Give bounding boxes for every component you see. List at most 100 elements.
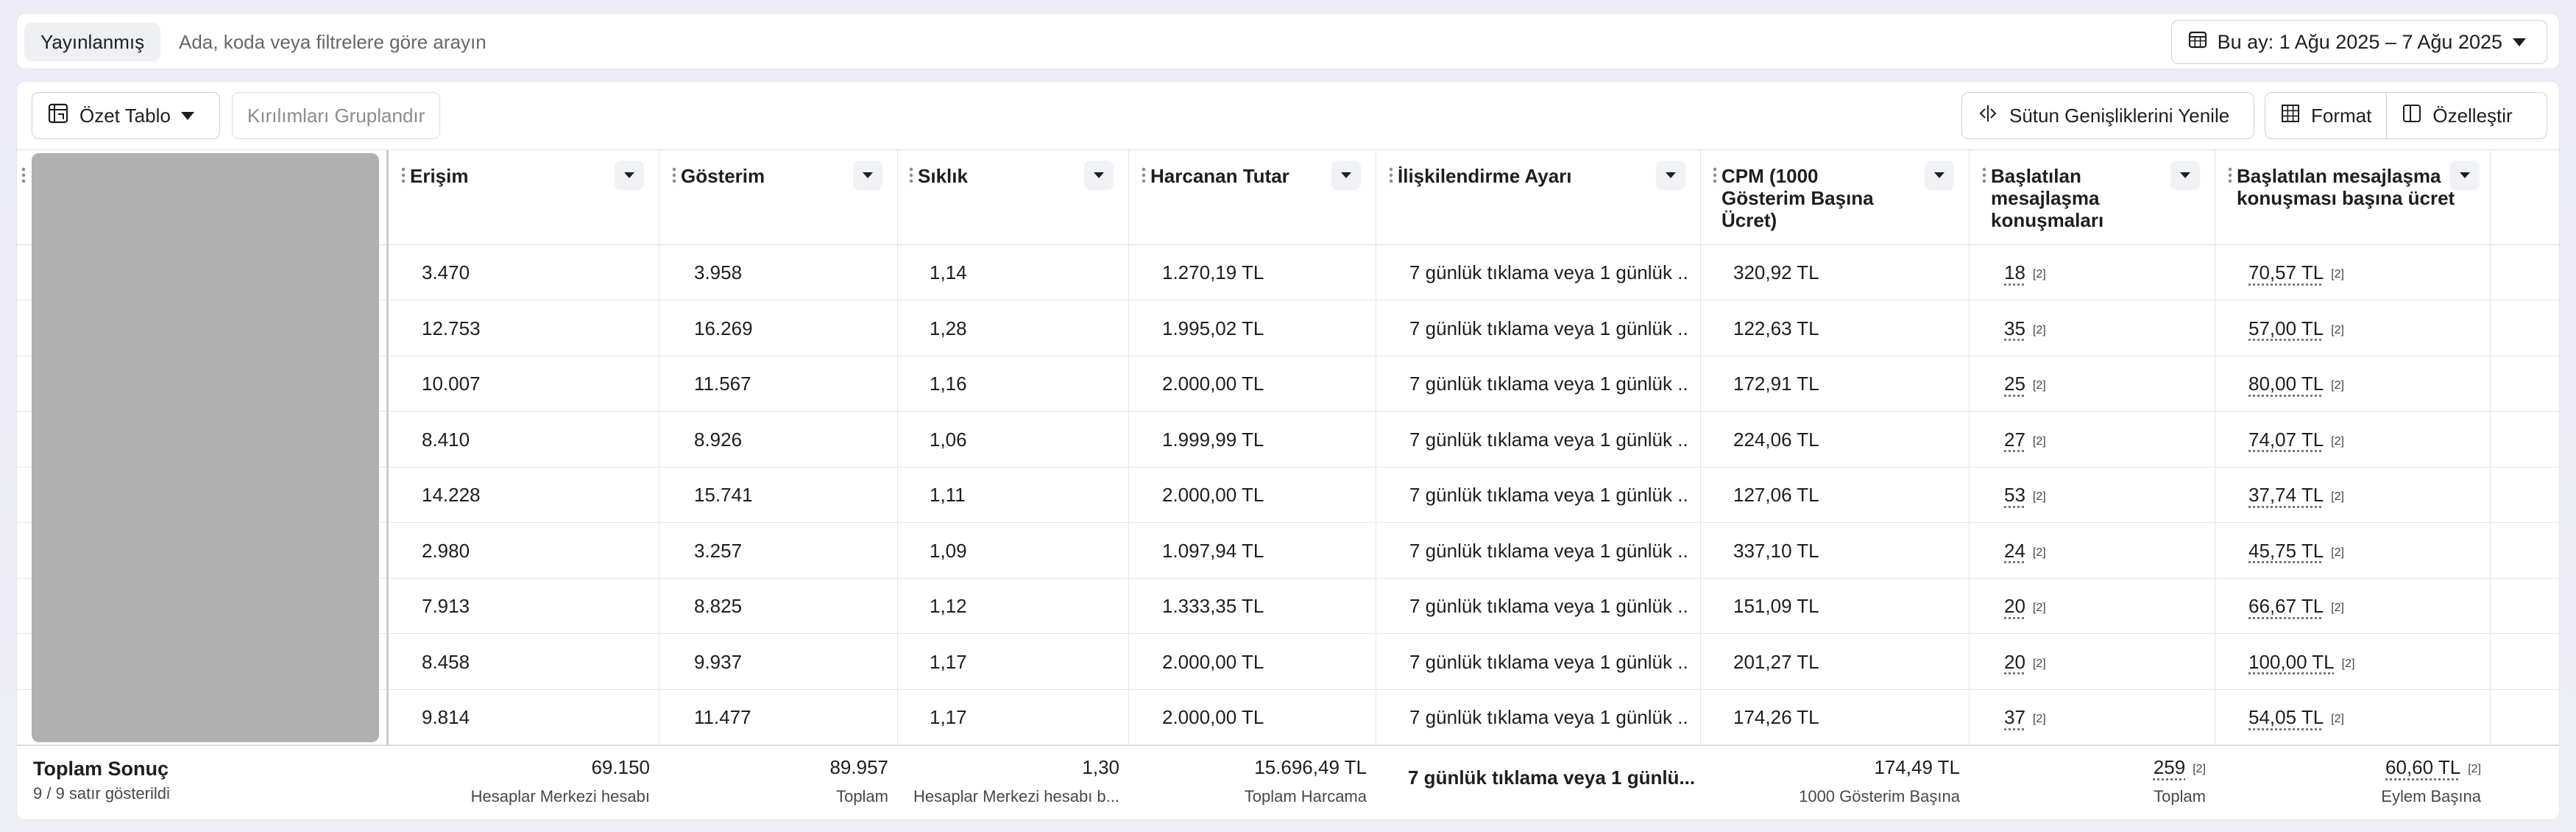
cell-conversations[interactable]: 53 [2] bbox=[2004, 484, 2046, 506]
cell-spend: 2.000,00 TL bbox=[1162, 373, 1264, 395]
caret-down-icon[interactable] bbox=[2170, 161, 2200, 190]
cell-conversations[interactable]: 20 [2] bbox=[2004, 595, 2046, 617]
table-row[interactable]: 9.814 11.477 1,17 2.000,00 TL 7 günlük tıkla… bbox=[17, 690, 2559, 745]
calendar-icon bbox=[2188, 30, 2207, 54]
cell-frequency: 1,28 bbox=[930, 317, 967, 339]
header-frequency[interactable]: Sıklık bbox=[909, 150, 1128, 244]
cell-conversations[interactable]: 35 [2] bbox=[2004, 317, 2046, 339]
total-subtitle: 1000 Gösterim Başına bbox=[1799, 787, 1960, 805]
total-results-row: Toplam Sonuç 9 / 9 satır gösterildi 69.1… bbox=[17, 745, 2559, 819]
header-attribution-setting[interactable]: İlişkilendirme Ayarı bbox=[1389, 150, 1700, 244]
panel-layout-icon bbox=[2402, 103, 2422, 129]
reset-column-widths-button[interactable]: Sütun Genişliklerini Yenile bbox=[1961, 92, 2254, 139]
column-drag-handle[interactable] bbox=[1389, 166, 1393, 186]
cell-conversations[interactable]: 37 [2] bbox=[2004, 706, 2046, 728]
grid-format-icon bbox=[2280, 103, 2301, 129]
cell-reach: 7.913 bbox=[422, 595, 470, 617]
group-breakdowns-button[interactable]: Kırılımları Gruplandır bbox=[232, 92, 441, 139]
column-drag-handle[interactable] bbox=[672, 166, 676, 186]
cell-cost-per-conversation[interactable]: 100,00 TL [2] bbox=[2248, 650, 2355, 673]
cell-conversations[interactable]: 24 [2] bbox=[2004, 539, 2046, 562]
cell-cost-per-conversation[interactable]: 74,07 TL [2] bbox=[2248, 428, 2344, 451]
cell-spend: 1.995,02 TL bbox=[1162, 317, 1264, 339]
header-cost-per-conversation[interactable]: Başlatılan mesajlaşma konuşması başına ü… bbox=[2228, 150, 2480, 244]
total-subtitle: Toplam bbox=[836, 787, 888, 805]
total-attribution-cell: 7 günlük tıklama veya 1 günlü... bbox=[1376, 746, 1700, 819]
caret-down-icon[interactable] bbox=[615, 161, 644, 190]
total-subtitle: Toplam bbox=[2154, 787, 2206, 805]
total-value: 69.150 bbox=[591, 756, 650, 778]
cell-cost-per-conversation[interactable]: 66,67 TL [2] bbox=[2248, 595, 2344, 617]
cell-frequency: 1,17 bbox=[930, 706, 967, 728]
cell-attribution: 7 günlük tıklama veya 1 günlük ... bbox=[1409, 539, 1689, 562]
caret-down-icon[interactable] bbox=[1925, 161, 1954, 190]
cell-frequency: 1,17 bbox=[930, 650, 967, 673]
header-impressions[interactable]: Gösterim bbox=[672, 150, 897, 244]
cell-attribution: 7 günlük tıklama veya 1 günlük ... bbox=[1409, 484, 1689, 506]
customize-button[interactable]: Özelleştir bbox=[2386, 93, 2527, 138]
summary-table-dropdown[interactable]: Özet Tablo bbox=[32, 92, 220, 139]
header-cpm[interactable]: CPM (1000 Gösterim Başına Ücret) bbox=[1713, 150, 1969, 244]
format-button[interactable]: Format bbox=[2265, 93, 2386, 138]
cell-impressions: 16.269 bbox=[694, 317, 753, 339]
cell-impressions: 11.477 bbox=[694, 706, 751, 728]
total-spend-cell: 15.696,49 TL Toplam Harcama bbox=[1128, 746, 1376, 819]
caret-down-icon[interactable] bbox=[1084, 161, 1114, 190]
caret-down-icon[interactable] bbox=[2450, 161, 2480, 190]
cell-cost-per-conversation[interactable]: 37,74 TL [2] bbox=[2248, 484, 2344, 506]
cell-cost-per-conversation[interactable]: 80,00 TL [2] bbox=[2248, 373, 2344, 395]
table-row[interactable]: 14.228 15.741 1,11 2.000,00 TL 7 günlük tıkl… bbox=[17, 468, 2559, 523]
cell-conversations[interactable]: 20 [2] bbox=[2004, 650, 2046, 673]
column-drag-handle[interactable] bbox=[909, 166, 913, 186]
column-divider bbox=[1969, 150, 1970, 819]
cell-cpm: 127,06 TL bbox=[1733, 484, 1819, 506]
cell-cost-per-conversation[interactable]: 45,75 TL [2] bbox=[2248, 539, 2344, 562]
pinned-column-divider[interactable] bbox=[386, 150, 389, 747]
total-reach-cell: 69.150 Hesaplar Merkezi hesabı bbox=[404, 746, 659, 819]
table-row[interactable]: 8.458 9.937 1,17 2.000,00 TL 7 günlük tıklam… bbox=[17, 635, 2559, 690]
total-value[interactable]: 259 [2] bbox=[2153, 756, 2206, 778]
header-label: Başlatılan mesajlaşma konuşmaları bbox=[1991, 165, 2104, 231]
cell-cost-per-conversation[interactable]: 57,00 TL [2] bbox=[2248, 317, 2344, 339]
cell-impressions: 3.257 bbox=[694, 539, 743, 562]
table-row[interactable]: 12.753 16.269 1,28 1.995,02 TL 7 günlük tıkl… bbox=[17, 301, 2559, 356]
caret-down-icon[interactable] bbox=[1656, 161, 1685, 190]
status-filter-pill[interactable]: Yayınlanmış bbox=[24, 23, 161, 61]
cell-conversations[interactable]: 18 [2] bbox=[2004, 261, 2046, 283]
table-row[interactable]: 10.007 11.567 1,16 2.000,00 TL 7 günlük tıkl… bbox=[17, 356, 2559, 412]
cell-spend: 1.097,94 TL bbox=[1162, 539, 1264, 562]
table-row[interactable]: 7.913 8.825 1,12 1.333,35 TL 7 günlük tıklam… bbox=[17, 579, 2559, 634]
cell-cost-per-conversation[interactable]: 70,57 TL [2] bbox=[2248, 261, 2344, 283]
caret-down-icon[interactable] bbox=[1331, 161, 1361, 190]
search-input[interactable] bbox=[179, 23, 1356, 61]
cell-impressions: 8.926 bbox=[694, 428, 743, 451]
table-row[interactable]: 3.470 3.958 1,14 1.270,19 TL 7 günlük tıklam… bbox=[17, 245, 2559, 300]
date-range-button[interactable]: Bu ay: 1 Ağu 2025 – 7 Ağu 2025 bbox=[2170, 20, 2547, 64]
header-label: Başlatılan mesajlaşma konuşması başına ü… bbox=[2237, 165, 2455, 209]
column-drag-handle[interactable] bbox=[2228, 166, 2232, 186]
caret-down-icon[interactable] bbox=[853, 161, 882, 190]
cell-cpm: 122,63 TL bbox=[1733, 317, 1819, 339]
ad-thumbnail-placeholder bbox=[32, 153, 379, 742]
column-drag-handle[interactable] bbox=[401, 166, 406, 186]
cell-reach: 8.410 bbox=[422, 428, 470, 451]
total-value[interactable]: 60,60 TL [2] bbox=[2385, 756, 2481, 778]
column-drag-handle[interactable] bbox=[1142, 166, 1146, 186]
row-drag-handle[interactable] bbox=[21, 166, 26, 186]
column-drag-handle[interactable] bbox=[1982, 166, 1986, 186]
header-label: Harcanan Tutar bbox=[1150, 165, 1289, 187]
cell-cpm: 320,92 TL bbox=[1733, 261, 1819, 283]
header-spend[interactable]: Harcanan Tutar bbox=[1142, 150, 1376, 244]
header-label: Gösterim bbox=[681, 165, 765, 187]
header-reach[interactable]: Erişim bbox=[401, 150, 659, 244]
cell-spend: 2.000,00 TL bbox=[1162, 706, 1264, 728]
table-row[interactable]: 2.980 3.257 1,09 1.097,94 TL 7 günlük tıklam… bbox=[17, 523, 2559, 579]
table-row[interactable]: 8.410 8.926 1,06 1.999,99 TL 7 günlük tıklam… bbox=[17, 412, 2559, 468]
cell-cost-per-conversation[interactable]: 54,05 TL [2] bbox=[2248, 706, 2344, 728]
cell-impressions: 15.741 bbox=[694, 484, 753, 506]
header-messaging-conversations[interactable]: Başlatılan mesajlaşma konuşmaları bbox=[1982, 150, 2215, 244]
column-drag-handle[interactable] bbox=[1713, 166, 1717, 186]
cell-conversations[interactable]: 27 [2] bbox=[2004, 428, 2046, 451]
cell-conversations[interactable]: 25 [2] bbox=[2004, 373, 2046, 395]
cell-cpm: 224,06 TL bbox=[1733, 428, 1819, 451]
